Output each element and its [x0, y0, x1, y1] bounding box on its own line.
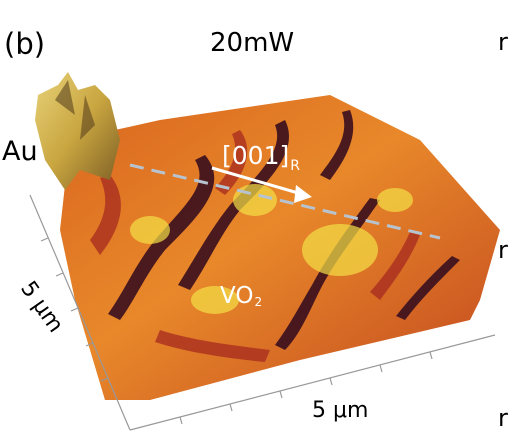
direction-label: [001]R	[222, 143, 300, 173]
vo2-label: VO2	[220, 283, 263, 309]
edge-fragment-mid: r	[498, 236, 508, 264]
axes	[29, 194, 496, 431]
au-peak	[35, 72, 120, 190]
vo2-main: VO	[220, 283, 254, 309]
surface-base	[60, 95, 500, 400]
vo2-sub: 2	[254, 295, 263, 309]
scale-label-x: 5 μm	[312, 398, 369, 423]
au-label: Au	[2, 136, 38, 167]
red-zones	[90, 130, 420, 362]
edge-fragment-top: r	[498, 28, 508, 56]
dashed-line	[129, 163, 441, 240]
axis-ticks	[40, 237, 433, 425]
direction-arrow	[211, 166, 312, 203]
power-title: 20mW	[210, 28, 295, 58]
direction-sub: R	[290, 158, 300, 174]
panel-label: (b)	[4, 27, 46, 61]
edge-fragment-bottom: r	[498, 404, 508, 432]
direction-main: [001]	[222, 141, 290, 170]
